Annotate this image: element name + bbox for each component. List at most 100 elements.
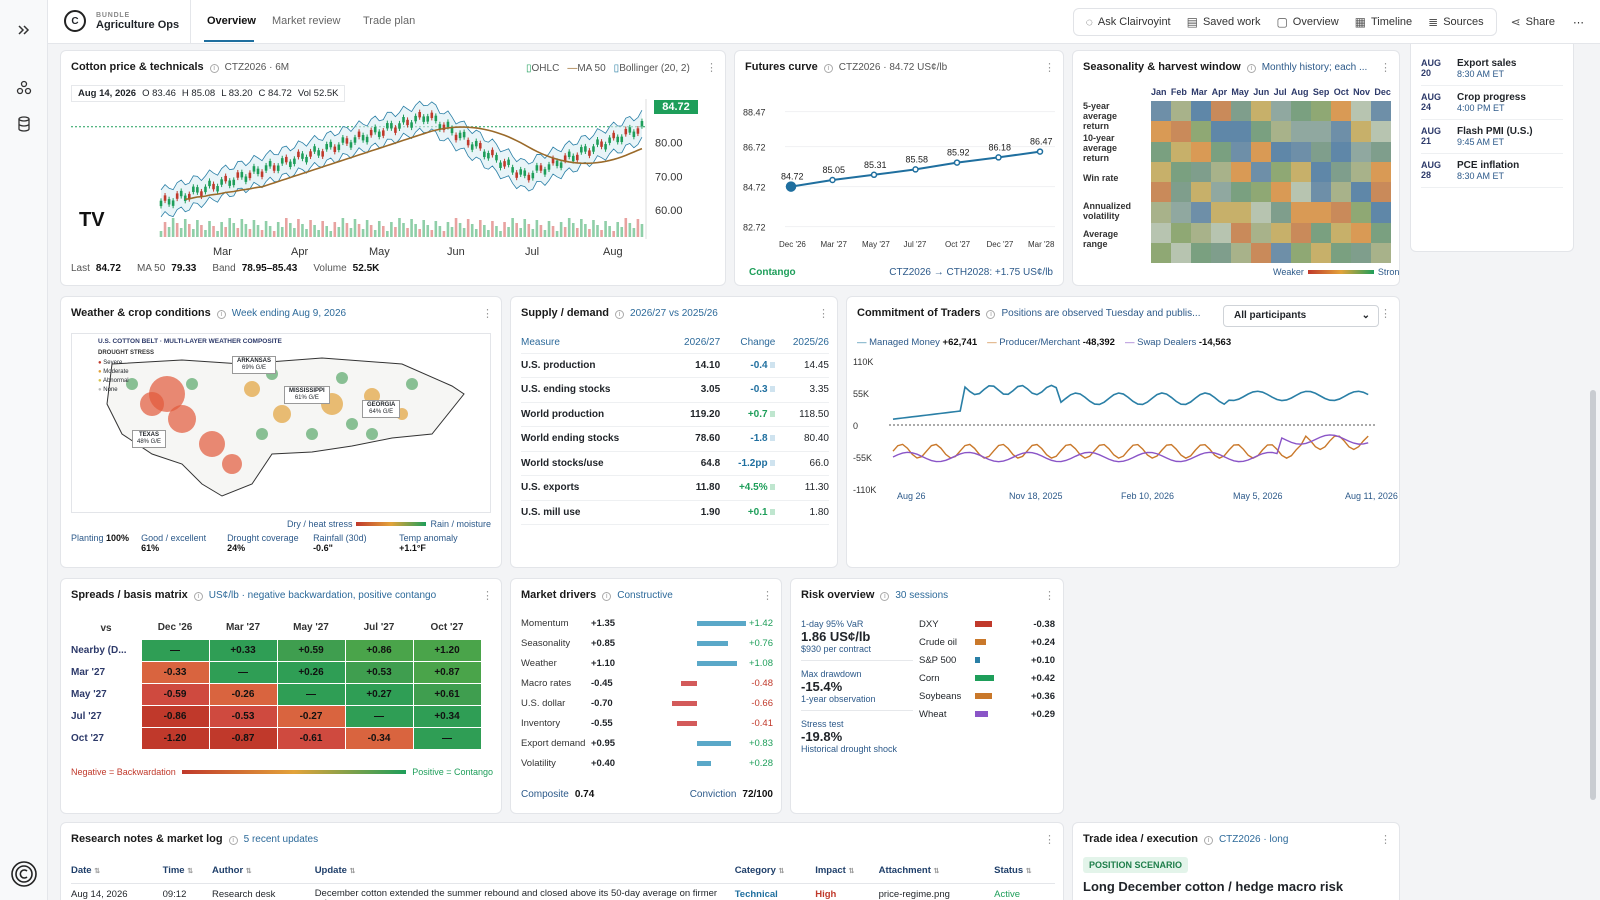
heatmap-cell[interactable] [1331, 182, 1351, 203]
heatmap-cell[interactable] [1231, 242, 1251, 263]
heatmap-cell[interactable] [1231, 121, 1251, 142]
region-label[interactable]: ARKANSAS 69% G/E [232, 356, 277, 374]
table-row[interactable]: Aug 14, 2026 09:12 Research desk December c… [71, 887, 1020, 900]
table-row[interactable]: Mar '27 -0.33— +0.26 +0.53 +0.87 [71, 660, 482, 684]
heatmap-cell[interactable] [1331, 121, 1351, 142]
legend-item[interactable]: — Swap Dealers -14,563 [1124, 337, 1232, 348]
info-icon[interactable]: i [209, 64, 219, 73]
heatmap-cell[interactable] [1371, 161, 1391, 182]
card-menu-icon[interactable]: ⋮ [482, 590, 493, 602]
event-item[interactable]: AUG 28 PCE inflation 8:30 AM ET [1421, 154, 1563, 188]
heatmap-cell[interactable] [1211, 121, 1231, 142]
card-menu-icon[interactable]: ⋮ [482, 308, 493, 320]
driver-row[interactable]: Volatility +0.40 +0.28 [521, 757, 773, 769]
driver-row[interactable]: Seasonality +0.85 +0.76 [521, 637, 773, 649]
region-label[interactable]: MISSISSIPPI 61% G/E [284, 386, 330, 404]
heatmap-cell[interactable] [1371, 121, 1391, 142]
heatmap-cell[interactable] [1191, 141, 1211, 162]
heatmap-cell[interactable] [1251, 242, 1271, 263]
heatmap-cell[interactable] [1251, 141, 1271, 162]
info-icon[interactable]: i [228, 836, 238, 845]
heatmap-cell[interactable] [1251, 121, 1271, 142]
heatmap-cell[interactable] [1371, 222, 1391, 243]
heatmap-cell[interactable] [1251, 101, 1271, 122]
heatmap-cell[interactable] [1351, 121, 1371, 142]
heatmap-cell[interactable] [1251, 202, 1271, 223]
heatmap-cell[interactable] [1151, 161, 1171, 182]
heatmap-cell[interactable] [1211, 141, 1231, 162]
tab-market-review[interactable]: Market review [272, 15, 341, 27]
page-scrollbar[interactable] [1590, 390, 1596, 800]
heatmap-cell[interactable] [1171, 222, 1191, 243]
table-row[interactable]: U.S. production 14.10 -0.4 14.45 [521, 353, 829, 378]
heatmap-cell[interactable] [1211, 242, 1231, 263]
driver-row[interactable]: Weather +1.10 +1.08 [521, 657, 773, 669]
info-icon[interactable]: i [986, 310, 996, 319]
heatmap-cell[interactable] [1171, 182, 1191, 203]
card-menu-icon[interactable]: ⋮ [1380, 308, 1391, 320]
heatmap-cell[interactable] [1171, 101, 1191, 122]
table-row[interactable]: U.S. mill use 1.90 +0.1 1.80 [521, 500, 829, 525]
heatmap-cell[interactable] [1331, 202, 1351, 223]
heatmap-cell[interactable] [1191, 222, 1211, 243]
table-row[interactable]: U.S. exports 11.80 +4.5% 11.30 [521, 475, 829, 501]
info-icon[interactable]: i [1246, 64, 1256, 73]
info-icon[interactable]: i [823, 64, 833, 73]
heatmap-cell[interactable] [1251, 182, 1271, 203]
heatmap-cell[interactable] [1351, 182, 1371, 203]
heatmap-cell[interactable] [1291, 202, 1311, 223]
heatmap-cell[interactable] [1331, 161, 1351, 182]
heatmap-cell[interactable] [1231, 222, 1251, 243]
heatmap-cell[interactable] [1271, 121, 1291, 142]
table-row[interactable]: U.S. ending stocks 3.05 -0.3 3.35 [521, 377, 829, 403]
info-icon[interactable]: i [880, 592, 890, 601]
table-row[interactable]: Jul '27 -0.86 -0.53 -0.27— +0.34 [71, 704, 482, 728]
heatmap-cell[interactable] [1291, 121, 1311, 142]
seasonality-heatmap[interactable] [1151, 101, 1391, 263]
heatmap-cell[interactable] [1211, 202, 1231, 223]
heatmap-cell[interactable] [1291, 182, 1311, 203]
heatmap-cell[interactable] [1191, 182, 1211, 203]
heatmap-cell[interactable] [1271, 222, 1291, 243]
legend-ohlc[interactable]: ▯OHLC [526, 63, 560, 74]
card-menu-icon[interactable]: ⋮ [1044, 62, 1055, 74]
share-button[interactable]: ⋖ Share [1503, 9, 1563, 35]
table-row[interactable]: Nearby (D... — +0.33 +0.59 +0.86 +1.20 [71, 638, 482, 662]
ask-clairvoyint-button[interactable]: ◌ Ask Clairvoyint [1078, 9, 1179, 35]
more-menu-icon[interactable]: ⋯ [1573, 16, 1584, 29]
heatmap-cell[interactable] [1231, 202, 1251, 223]
heatmap-cell[interactable] [1291, 242, 1311, 263]
heatmap-cell[interactable] [1151, 222, 1171, 243]
info-icon[interactable]: i [216, 310, 226, 319]
timeline-button[interactable]: ▦ Timeline [1347, 9, 1421, 35]
heatmap-cell[interactable] [1151, 101, 1171, 122]
nodes-icon[interactable] [14, 78, 34, 98]
heatmap-cell[interactable] [1351, 141, 1371, 162]
heatmap-cell[interactable] [1191, 101, 1211, 122]
sources-button[interactable]: ≣ Sources [1420, 9, 1491, 35]
heatmap-cell[interactable] [1311, 141, 1331, 162]
participants-select[interactable]: All participants ⌄ [1223, 305, 1379, 327]
correlation-row[interactable]: Wheat +0.29 [919, 708, 1055, 720]
heatmap-cell[interactable] [1151, 242, 1171, 263]
info-icon[interactable]: i [1203, 836, 1213, 845]
heatmap-cell[interactable] [1191, 161, 1211, 182]
heatmap-cell[interactable] [1331, 101, 1351, 122]
heatmap-cell[interactable] [1371, 182, 1391, 203]
info-icon[interactable]: i [193, 592, 203, 601]
legend-item[interactable]: — Managed Money +62,741 [857, 337, 978, 348]
heatmap-cell[interactable] [1291, 222, 1311, 243]
region-label[interactable]: GEORGIA 64% G/E [362, 400, 401, 418]
correlation-row[interactable]: Corn +0.42 [919, 672, 1055, 684]
correlation-row[interactable]: S&P 500 +0.10 [919, 654, 1055, 666]
heatmap-cell[interactable] [1191, 202, 1211, 223]
heatmap-cell[interactable] [1371, 101, 1391, 122]
heatmap-cell[interactable] [1291, 141, 1311, 162]
table-row[interactable]: World ending stocks 78.60 -1.8 80.40 [521, 426, 829, 452]
heatmap-cell[interactable] [1311, 202, 1331, 223]
account-logo-icon[interactable] [10, 860, 38, 888]
heatmap-cell[interactable] [1371, 242, 1391, 263]
tab-overview[interactable]: Overview [207, 15, 256, 27]
tab-trade-plan[interactable]: Trade plan [363, 15, 416, 27]
